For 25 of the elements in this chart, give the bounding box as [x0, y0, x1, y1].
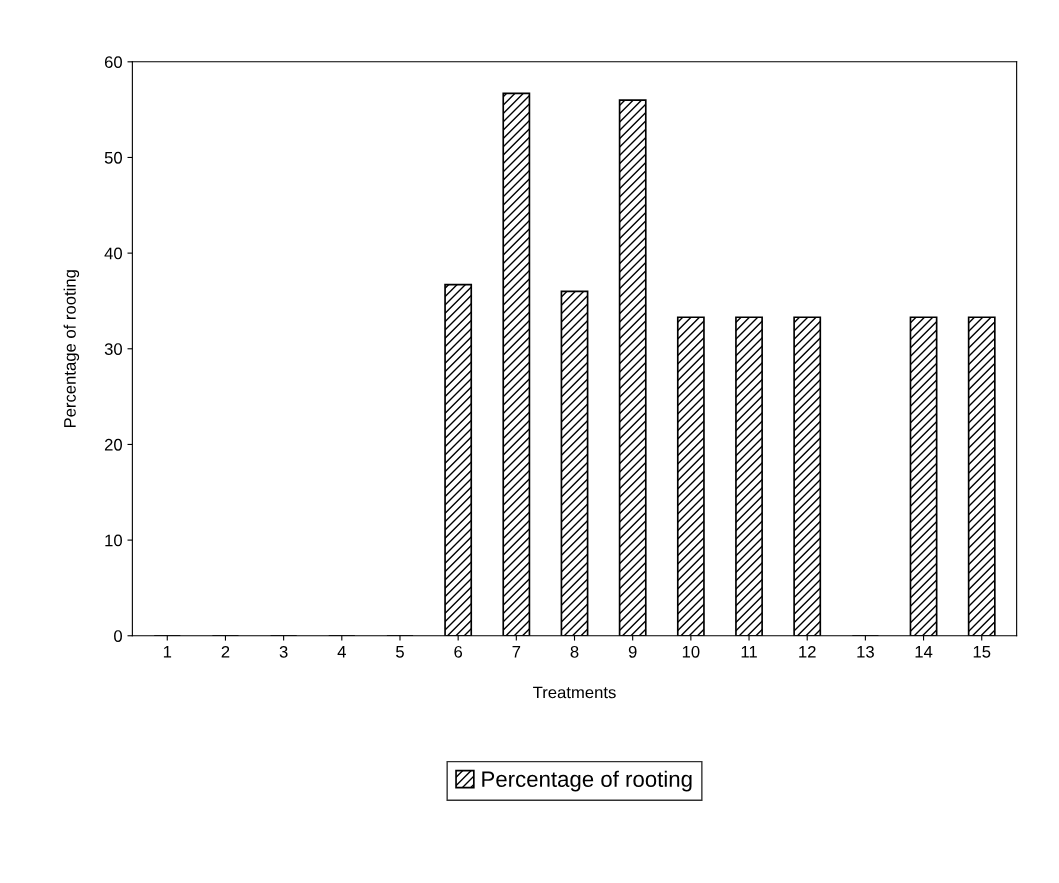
y-tick-label: 60 [104, 56, 122, 69]
x-tick-label: 3 [279, 645, 288, 658]
x-tick-label: 10 [682, 645, 700, 658]
y-axis-title: Percentage of rooting [63, 270, 80, 428]
y-tick-label: 10 [105, 534, 122, 547]
x-tick-label: 12 [799, 645, 816, 658]
x-axis-title: Treatments [533, 686, 616, 699]
x-tick-label: 1 [163, 646, 172, 658]
x-tick-label: 5 [396, 646, 404, 658]
x-tick-label: 6 [454, 645, 463, 658]
x-tick-label: 9 [628, 645, 637, 658]
legend-label: Percentage of rooting [482, 770, 692, 792]
y-tick-label: 20 [104, 438, 122, 451]
y-tick-label: 40 [104, 247, 122, 260]
x-tick-label: 11 [741, 646, 757, 658]
x-tick-label: 7 [512, 646, 521, 658]
x-tick-label: 15 [973, 646, 991, 658]
x-tick-label: 2 [221, 645, 230, 658]
x-tick-label: 14 [915, 646, 933, 658]
y-tick-label: 30 [104, 343, 122, 355]
y-tick-label: 0 [114, 630, 122, 642]
x-tick-label: 8 [570, 645, 579, 658]
x-tick-label: 4 [337, 646, 346, 658]
y-tick-label: 50 [104, 151, 122, 164]
x-tick-label: 13 [857, 645, 874, 658]
